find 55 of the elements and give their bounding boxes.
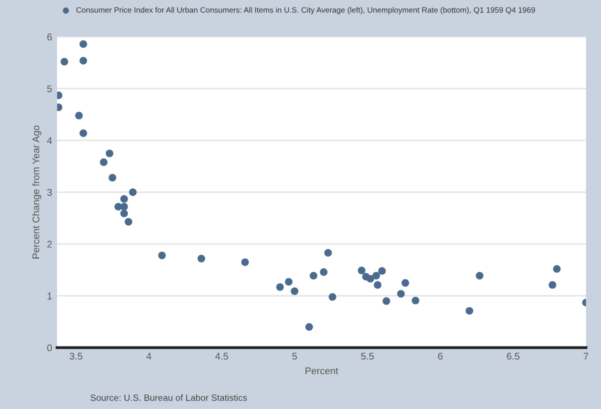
point: [120, 210, 128, 218]
point: [378, 267, 386, 275]
point: [310, 272, 318, 280]
point: [60, 58, 68, 66]
point: [290, 287, 298, 295]
point: [124, 218, 132, 226]
point: [198, 254, 206, 262]
point: [129, 188, 137, 196]
point: [324, 249, 332, 257]
point: [382, 297, 390, 305]
point: [358, 266, 366, 274]
point: [402, 279, 410, 287]
point: [412, 296, 420, 304]
y-tick-label: 1: [48, 292, 52, 300]
x-tick-label: 7: [584, 352, 588, 360]
x-tick-label: 6: [438, 352, 443, 360]
y-axis-title: Percent Change from Year Ago: [32, 126, 42, 258]
point: [241, 258, 249, 266]
point: [476, 272, 484, 280]
point: [372, 272, 380, 280]
y-tick-label: 4: [47, 137, 52, 144]
y-tick-label: 0: [47, 344, 52, 352]
y-tick-label: 3: [47, 188, 52, 196]
x-tick-label: 5: [292, 352, 297, 360]
point: [466, 307, 474, 315]
point: [548, 281, 556, 289]
point: [120, 195, 128, 203]
y-tick-label: 2: [47, 240, 52, 248]
point: [80, 129, 88, 137]
point: [374, 281, 382, 289]
source-note: Source: U.S. Bureau of Labor Statistics: [90, 394, 247, 401]
x-tick-label: 4.5: [215, 352, 228, 360]
point: [397, 290, 405, 298]
x-tick-label: 4: [146, 352, 152, 360]
point: [328, 293, 336, 301]
point: [284, 278, 293, 286]
point: [75, 112, 83, 120]
point: [305, 323, 313, 331]
x-tick-label: 5.5: [361, 352, 374, 360]
point: [120, 202, 128, 211]
y-tick-label: 6: [47, 34, 52, 40]
point: [106, 150, 114, 158]
point: [158, 252, 166, 260]
point: [366, 274, 374, 283]
point: [100, 158, 108, 166]
x-tick-label: 3.5: [70, 352, 82, 360]
point: [320, 268, 328, 276]
x-tick-label: 6.5: [506, 352, 520, 360]
x-axis-title: Percent: [306, 367, 338, 374]
point: [553, 265, 561, 273]
point: [108, 174, 116, 182]
point: [276, 283, 284, 291]
point: [80, 56, 88, 64]
y-tick-label: 5: [47, 85, 52, 92]
point: [80, 40, 88, 48]
